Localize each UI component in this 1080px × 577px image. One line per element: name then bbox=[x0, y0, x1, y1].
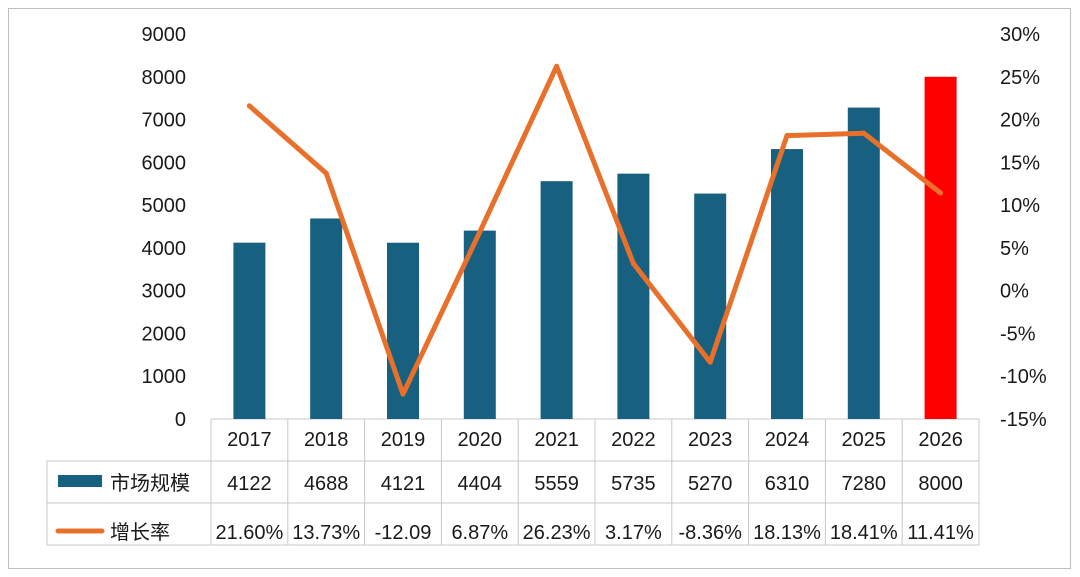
line-point-2017 bbox=[246, 103, 252, 109]
y-right-tick-label: -10% bbox=[1000, 366, 1047, 388]
y-left-tick-label: 4000 bbox=[142, 238, 187, 260]
market-size-value: 7280 bbox=[842, 473, 887, 495]
bar-series bbox=[233, 76, 957, 420]
bar-2017 bbox=[233, 242, 266, 419]
y-right-tick-label: 25% bbox=[1000, 67, 1040, 89]
x-tick-label: 2025 bbox=[842, 429, 887, 451]
bar-2022 bbox=[617, 173, 650, 419]
growth-rate-line bbox=[246, 63, 944, 397]
bar-2023 bbox=[694, 193, 727, 419]
y-right-tick-label: 20% bbox=[1000, 110, 1040, 132]
bar-2026 bbox=[924, 76, 957, 420]
line-point-2020 bbox=[477, 229, 483, 235]
y-left-tick-label: 5000 bbox=[142, 195, 187, 217]
growth-rate-value: -12.09 bbox=[375, 522, 432, 544]
x-tick-label: 2026 bbox=[918, 429, 963, 451]
growth-rate-value: 18.13% bbox=[753, 522, 821, 544]
y-left-tick-label: 1000 bbox=[142, 366, 187, 388]
line-point-2023 bbox=[707, 359, 713, 365]
line-point-2025 bbox=[861, 130, 867, 136]
x-tick-label: 2017 bbox=[227, 429, 272, 451]
growth-rate-value: 6.87% bbox=[451, 522, 508, 544]
y-axis-right: -15% -10% -5% 0% 5% 10% 15% 20% 25% 30% bbox=[1000, 24, 1047, 431]
growth-rate-value: 21.60% bbox=[215, 522, 283, 544]
y-right-tick-label: 15% bbox=[1000, 152, 1040, 174]
market-size-value: 6310 bbox=[765, 473, 810, 495]
growth-rate-value: 3.17% bbox=[605, 522, 662, 544]
y-left-tick-label: 6000 bbox=[142, 152, 187, 174]
x-tick-label: 2021 bbox=[534, 429, 579, 451]
growth-rate-value: 13.73% bbox=[292, 522, 360, 544]
line-point-2019 bbox=[400, 391, 406, 397]
x-tick-label: 2024 bbox=[765, 429, 810, 451]
category-labels: 2017 2018 2019 2020 2021 2022 2023 2024 2025 2026 bbox=[227, 429, 963, 451]
market-size-value: 4122 bbox=[227, 473, 272, 495]
y-right-tick-label: -5% bbox=[1000, 323, 1036, 345]
y-left-tick-label: 0 bbox=[175, 409, 186, 431]
bar-2020 bbox=[463, 230, 496, 419]
market-size-value: 4404 bbox=[458, 473, 503, 495]
bar-2025 bbox=[847, 107, 880, 420]
y-left-tick-label: 8000 bbox=[142, 67, 187, 89]
data-table-values: 4122 4688 4121 4404 5559 5735 5270 6310 7280 8000… bbox=[215, 473, 974, 544]
bar-2021 bbox=[540, 181, 573, 419]
market-size-value: 4688 bbox=[304, 473, 349, 495]
x-tick-label: 2023 bbox=[688, 429, 733, 451]
market-size-value: 5270 bbox=[688, 473, 733, 495]
line-point-2026 bbox=[938, 190, 944, 196]
x-tick-label: 2022 bbox=[611, 429, 656, 451]
market-size-value: 5735 bbox=[611, 473, 656, 495]
line-point-2021 bbox=[554, 63, 560, 69]
y-left-tick-label: 2000 bbox=[142, 323, 187, 345]
x-tick-label: 2019 bbox=[381, 429, 426, 451]
y-right-tick-label: 10% bbox=[1000, 195, 1040, 217]
line-series bbox=[246, 63, 944, 397]
line-point-2018 bbox=[323, 170, 329, 176]
y-right-tick-label: 0% bbox=[1000, 281, 1029, 303]
x-tick-label: 2020 bbox=[458, 429, 503, 451]
market-size-value: 4121 bbox=[381, 473, 426, 495]
legend-label-market-size: 市场规模 bbox=[110, 471, 190, 495]
x-tick-label: 2018 bbox=[304, 429, 349, 451]
y-right-tick-label: 5% bbox=[1000, 238, 1029, 260]
line-point-2022 bbox=[630, 261, 636, 267]
y-right-tick-label: 30% bbox=[1000, 24, 1040, 46]
y-left-tick-label: 3000 bbox=[142, 281, 187, 303]
bar-2018 bbox=[310, 218, 343, 419]
y-axis-left: 0 1000 2000 3000 4000 5000 6000 7000 8000 9000 bbox=[142, 24, 187, 431]
bar-2024 bbox=[771, 149, 803, 420]
growth-rate-value: 26.23% bbox=[523, 522, 591, 544]
y-left-tick-label: 9000 bbox=[142, 24, 187, 46]
growth-rate-value: 11.41% bbox=[907, 522, 974, 544]
line-point-2024 bbox=[784, 133, 790, 139]
market-size-value: 5559 bbox=[534, 473, 579, 495]
y-left-tick-label: 7000 bbox=[142, 110, 187, 132]
legend-label-growth-rate: 增长率 bbox=[110, 520, 170, 544]
legend-bar-swatch bbox=[58, 475, 102, 487]
growth-rate-value: 18.41% bbox=[830, 522, 898, 544]
y-right-tick-label: -15% bbox=[1000, 409, 1047, 431]
market-size-value: 8000 bbox=[918, 473, 963, 495]
growth-rate-value: -8.36% bbox=[679, 522, 743, 544]
